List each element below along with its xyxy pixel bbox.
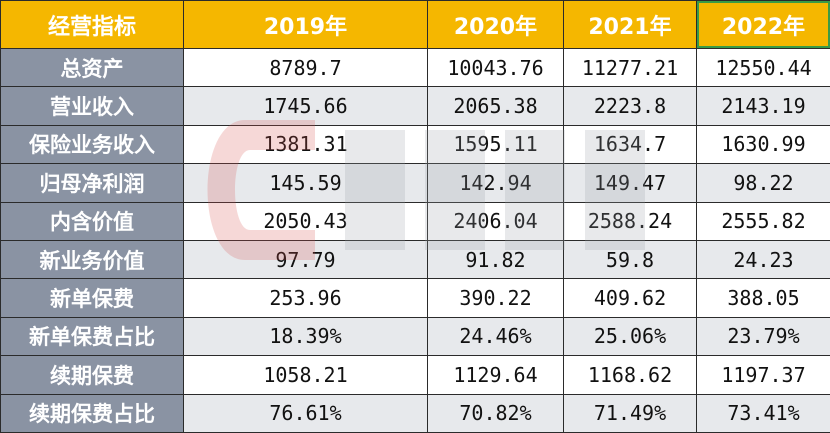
table-cell[interactable]: 97.79: [184, 240, 428, 278]
table-cell[interactable]: 2065.38: [428, 87, 564, 125]
table-cell[interactable]: 2223.8: [564, 87, 697, 125]
table-cell[interactable]: 10043.76: [428, 49, 564, 87]
row-label[interactable]: 总资产: [1, 49, 184, 87]
table-body: 总资产 8789.7 10043.76 11277.21 12550.44 营业…: [1, 49, 830, 433]
table-cell[interactable]: 18.39%: [184, 317, 428, 355]
table-cell[interactable]: 2406.04: [428, 202, 564, 240]
row-label[interactable]: 营业收入: [1, 87, 184, 125]
row-label[interactable]: 内含价值: [1, 202, 184, 240]
table-row: 新单保费 253.96 390.22 409.62 388.05: [1, 279, 830, 317]
row-label[interactable]: 保险业务收入: [1, 125, 184, 163]
table-cell[interactable]: 388.05: [697, 279, 830, 317]
table-cell[interactable]: 11277.21: [564, 49, 697, 87]
table-row: 内含价值 2050.43 2406.04 2588.24 2555.82: [1, 202, 830, 240]
header-cell-2022[interactable]: 2022年: [697, 1, 830, 49]
header-cell-2019[interactable]: 2019年: [184, 1, 428, 49]
table-cell[interactable]: 409.62: [564, 279, 697, 317]
table-cell[interactable]: 2050.43: [184, 202, 428, 240]
table-cell[interactable]: 24.23: [697, 240, 830, 278]
table-cell[interactable]: 1634.7: [564, 125, 697, 163]
table-row: 续期保费占比 76.61% 70.82% 71.49% 73.41%: [1, 394, 830, 432]
row-label[interactable]: 新单保费: [1, 279, 184, 317]
row-label[interactable]: 续期保费占比: [1, 394, 184, 432]
table-cell[interactable]: 59.8: [564, 240, 697, 278]
table-cell[interactable]: 1058.21: [184, 356, 428, 394]
header-cell-2020[interactable]: 2020年: [428, 1, 564, 49]
table-row: 营业收入 1745.66 2065.38 2223.8 2143.19: [1, 87, 830, 125]
table-cell[interactable]: 2555.82: [697, 202, 830, 240]
table-cell[interactable]: 2588.24: [564, 202, 697, 240]
table-cell[interactable]: 1745.66: [184, 87, 428, 125]
table-cell[interactable]: 12550.44: [697, 49, 830, 87]
table-cell[interactable]: 142.94: [428, 164, 564, 202]
table-cell[interactable]: 91.82: [428, 240, 564, 278]
table-row: 新单保费占比 18.39% 24.46% 25.06% 23.79%: [1, 317, 830, 355]
row-label[interactable]: 新单保费占比: [1, 317, 184, 355]
table-cell[interactable]: 1168.62: [564, 356, 697, 394]
table-cell[interactable]: 253.96: [184, 279, 428, 317]
table-cell[interactable]: 1595.11: [428, 125, 564, 163]
table-row: 归母净利润 145.59 142.94 149.47 98.22: [1, 164, 830, 202]
table-row: 新业务价值 97.79 91.82 59.8 24.23: [1, 240, 830, 278]
table-cell[interactable]: 73.41%: [697, 394, 830, 432]
table-cell[interactable]: 390.22: [428, 279, 564, 317]
table-cell[interactable]: 25.06%: [564, 317, 697, 355]
table-cell[interactable]: 70.82%: [428, 394, 564, 432]
table-header: 经营指标 2019年 2020年 2021年 2022年: [1, 1, 830, 49]
row-label[interactable]: 新业务价值: [1, 240, 184, 278]
table-row: 总资产 8789.7 10043.76 11277.21 12550.44: [1, 49, 830, 87]
table-cell[interactable]: 98.22: [697, 164, 830, 202]
table-cell[interactable]: 145.59: [184, 164, 428, 202]
table-cell[interactable]: 2143.19: [697, 87, 830, 125]
header-cell-2021[interactable]: 2021年: [564, 1, 697, 49]
table-cell[interactable]: 23.79%: [697, 317, 830, 355]
table-row: 续期保费 1058.21 1129.64 1168.62 1197.37: [1, 356, 830, 394]
header-row: 经营指标 2019年 2020年 2021年 2022年: [1, 1, 830, 49]
table-cell[interactable]: 149.47: [564, 164, 697, 202]
table-cell[interactable]: 1630.99: [697, 125, 830, 163]
table-cell[interactable]: 1197.37: [697, 356, 830, 394]
table-row: 保险业务收入 1381.31 1595.11 1634.7 1630.99: [1, 125, 830, 163]
header-cell-metric[interactable]: 经营指标: [1, 1, 184, 49]
table-cell[interactable]: 76.61%: [184, 394, 428, 432]
table-cell[interactable]: 24.46%: [428, 317, 564, 355]
row-label[interactable]: 续期保费: [1, 356, 184, 394]
table-cell[interactable]: 71.49%: [564, 394, 697, 432]
table-cell[interactable]: 8789.7: [184, 49, 428, 87]
table-cell[interactable]: 1129.64: [428, 356, 564, 394]
row-label[interactable]: 归母净利润: [1, 164, 184, 202]
table-cell[interactable]: 1381.31: [184, 125, 428, 163]
